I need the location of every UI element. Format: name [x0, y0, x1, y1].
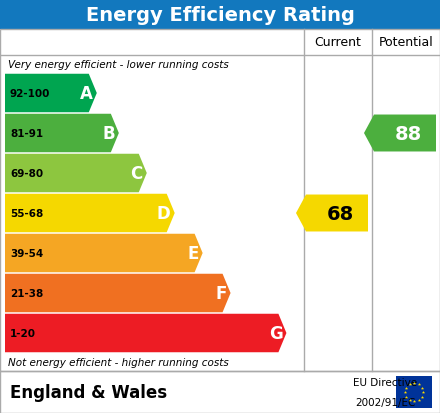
Text: 69-80: 69-80: [10, 169, 43, 178]
Text: Very energy efficient - lower running costs: Very energy efficient - lower running co…: [8, 60, 229, 70]
Text: C: C: [131, 165, 143, 183]
Text: A: A: [80, 85, 93, 103]
Polygon shape: [5, 314, 286, 352]
Text: EU Directive: EU Directive: [353, 377, 417, 387]
Text: England & Wales: England & Wales: [10, 383, 167, 401]
Text: 55-68: 55-68: [10, 209, 43, 218]
Text: D: D: [157, 204, 171, 223]
Text: 21-38: 21-38: [10, 288, 43, 298]
Polygon shape: [296, 195, 368, 232]
Text: F: F: [215, 284, 227, 302]
Bar: [396, 376, 432, 408]
Text: 68: 68: [326, 204, 354, 223]
Text: B: B: [102, 125, 115, 142]
Polygon shape: [5, 274, 231, 313]
Bar: [0, 0, 440, 30]
Text: E: E: [187, 244, 198, 262]
Text: 1-20: 1-20: [10, 328, 36, 338]
Text: Current: Current: [315, 36, 361, 50]
Text: 88: 88: [394, 124, 422, 143]
Text: 2002/91/EC: 2002/91/EC: [355, 397, 415, 407]
Text: 39-54: 39-54: [10, 248, 43, 259]
Polygon shape: [5, 75, 97, 113]
Text: Potential: Potential: [379, 36, 433, 50]
Polygon shape: [364, 115, 436, 152]
Polygon shape: [5, 114, 119, 153]
Bar: [0, 30, 440, 371]
Text: Energy Efficiency Rating: Energy Efficiency Rating: [85, 5, 355, 24]
Text: G: G: [269, 324, 282, 342]
Polygon shape: [5, 154, 147, 193]
Text: Not energy efficient - higher running costs: Not energy efficient - higher running co…: [8, 357, 229, 367]
Polygon shape: [5, 234, 203, 273]
Polygon shape: [5, 194, 175, 233]
Text: 81-91: 81-91: [10, 129, 43, 139]
Text: 92-100: 92-100: [10, 89, 50, 99]
